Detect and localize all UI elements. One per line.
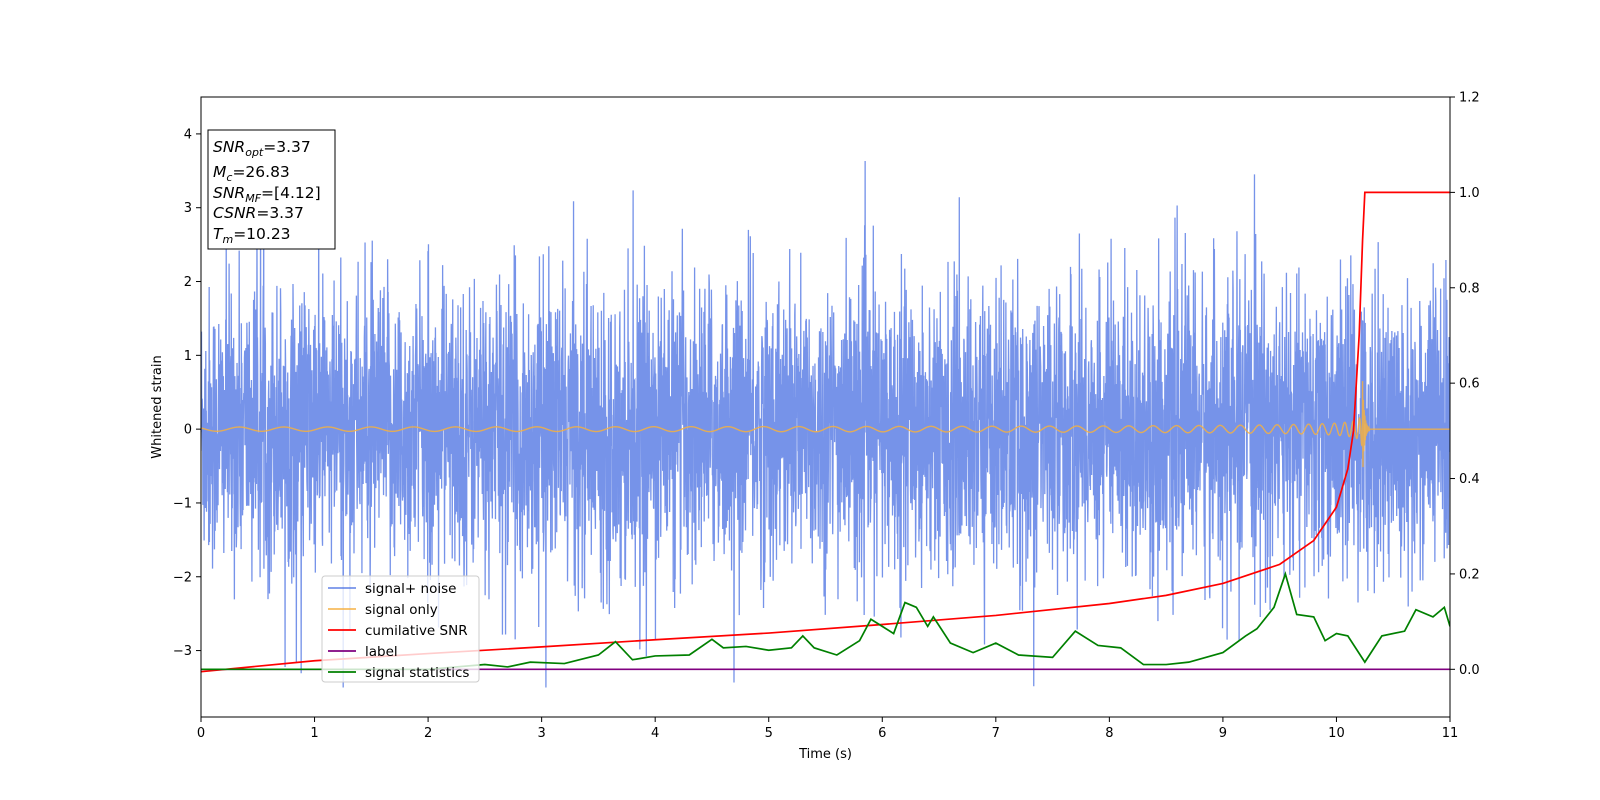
legend: signal+ noise signal only cumilative SNR la…	[321, 575, 480, 683]
series-cumulative-snr-line	[201, 191, 1450, 673]
y2-axis-ticks: 0.0 0.2 0.4 0.6 0.8 1.0 1.2	[1450, 91, 1480, 678]
x-tick-label: 4	[651, 726, 659, 741]
annotation-line: Tm=10.23	[213, 225, 291, 246]
y2-tick-label: 1.2	[1459, 91, 1480, 106]
plot-frame	[200, 96, 1451, 718]
legend-label: signal statistics	[365, 665, 469, 681]
series-signal-only-line	[201, 381, 1450, 468]
annotation-line: CSNR=3.37	[213, 204, 304, 222]
y-tick-label: 3	[184, 201, 192, 216]
legend-frame	[321, 575, 480, 683]
x-tick-label: 11	[1442, 726, 1459, 741]
x-tick-label: 0	[197, 726, 205, 741]
y2-tick-label: 0.6	[1459, 377, 1480, 392]
annotation-line: SNRMF=[4.12]	[213, 184, 321, 205]
y2-tick-label: 0.4	[1459, 472, 1480, 487]
x-tick-label: 2	[424, 726, 432, 741]
x-tick-label: 1	[310, 726, 318, 741]
legend-label: signal+ noise	[365, 581, 456, 597]
annotation-line: SNRopt=3.37	[213, 138, 311, 159]
y2-tick-label: 0.0	[1459, 663, 1480, 678]
y2-tick-label: 0.8	[1459, 281, 1480, 296]
x-tick-label: 3	[537, 726, 545, 741]
series-signal-statistics-line	[201, 571, 1450, 671]
y-tick-label: −3	[173, 644, 192, 659]
x-tick-label: 8	[1105, 726, 1113, 741]
x-tick-label: 10	[1328, 726, 1345, 741]
annotation-box: SNRopt=3.37 Mc=26.83SNRMF=[4.12]CSNR=3.37…	[207, 129, 336, 250]
legend-label: label	[365, 644, 398, 660]
annotation-frame	[207, 129, 336, 250]
y-tick-label: 0	[184, 423, 192, 438]
y-tick-label: −1	[173, 496, 192, 511]
x-tick-label: 7	[992, 726, 1000, 741]
y-tick-label: −2	[173, 570, 192, 585]
y-axis-label: Whitened strain	[150, 355, 165, 458]
x-tick-label: 5	[765, 726, 773, 741]
x-tick-label: 6	[878, 726, 886, 741]
series-signal-noise-line	[201, 160, 1450, 688]
y-axis-ticks: −3 −2 −1 0 1 2 3 4	[173, 127, 201, 659]
y2-tick-label: 1.0	[1459, 186, 1480, 201]
legend-label: signal only	[365, 602, 438, 618]
x-tick-label: 9	[1219, 726, 1227, 741]
x-axis-ticks: 0 1 2 3 4 5 6 7 8 9 10 11	[197, 717, 1458, 741]
y2-tick-label: 0.2	[1459, 567, 1480, 582]
y-tick-label: 1	[184, 349, 192, 364]
annotation-line: Mc=26.83	[213, 163, 290, 184]
y-tick-label: 2	[184, 275, 192, 290]
legend-label: cumilative SNR	[365, 623, 468, 639]
y-tick-label: 4	[184, 127, 192, 142]
x-axis-label: Time (s)	[798, 747, 852, 762]
